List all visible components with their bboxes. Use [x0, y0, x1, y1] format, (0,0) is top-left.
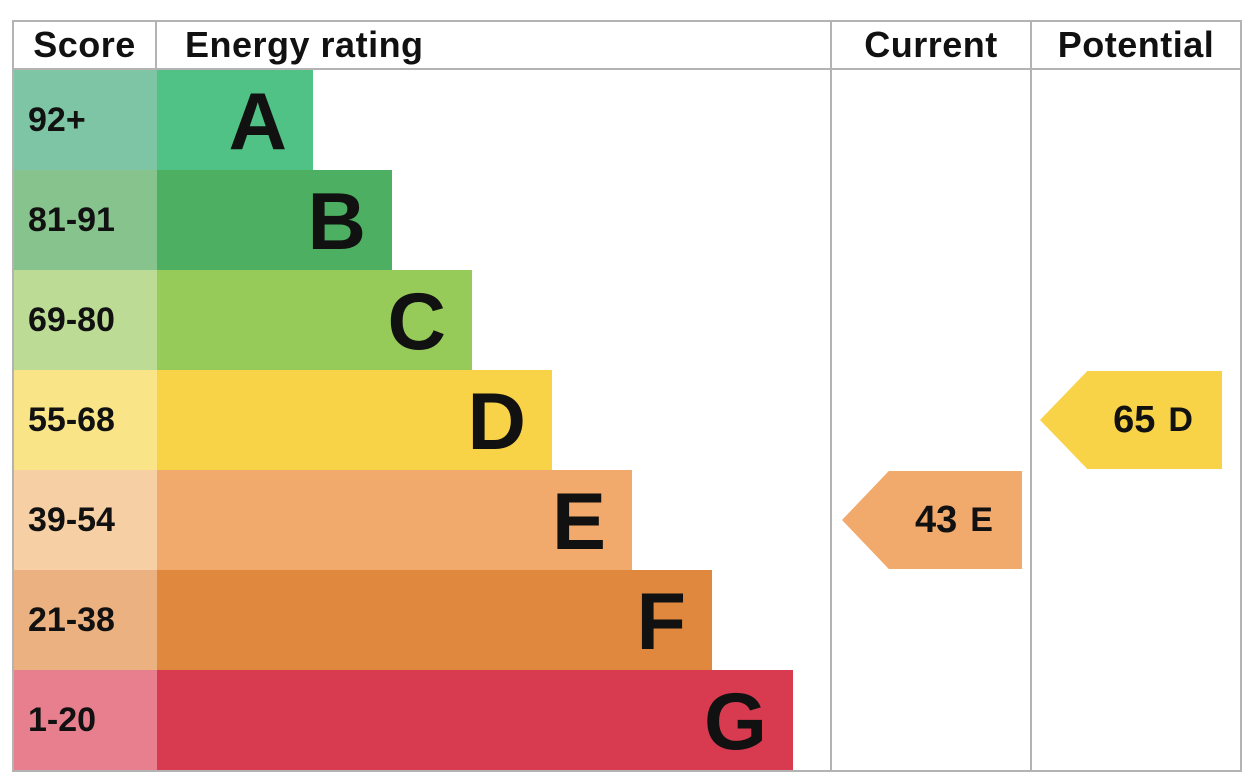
score-range-cell-e: 39-54 — [14, 470, 157, 570]
energy-band-letter-b: B — [307, 176, 367, 267]
energy-band-letter-c: C — [387, 276, 447, 367]
potential-column-cell — [1032, 270, 1240, 370]
energy-band-bar-d: D — [157, 370, 552, 470]
current-column-cell — [832, 570, 1032, 670]
potential-column-cell — [1032, 570, 1240, 670]
current-column-cell — [832, 70, 1032, 170]
energy-band-cell: F — [157, 570, 832, 670]
current-rating-letter: E — [970, 501, 993, 539]
current-column-cell — [832, 370, 1032, 470]
current-column-cell: 43 E — [832, 470, 1032, 570]
potential-rating-arrow: 65 D — [1040, 371, 1222, 469]
current-score-value: 43 — [915, 499, 958, 541]
epc-table: Score Energy rating Current Potential 92… — [12, 20, 1242, 772]
score-range-cell-b: 81-91 — [14, 170, 157, 270]
energy-band-bar-f: F — [157, 570, 712, 670]
column-header-current: Current — [832, 22, 1032, 70]
column-header-score: Score — [14, 22, 157, 70]
score-range-cell-g: 1-20 — [14, 670, 157, 770]
potential-column-cell — [1032, 670, 1240, 770]
score-range-cell-f: 21-38 — [14, 570, 157, 670]
energy-band-letter-e: E — [551, 476, 606, 567]
current-rating-arrow: 43 E — [842, 471, 1022, 569]
energy-band-letter-d: D — [467, 376, 527, 467]
energy-band-letter-g: G — [703, 676, 767, 767]
energy-band-bar-e: E — [157, 470, 632, 570]
potential-column-cell — [1032, 170, 1240, 270]
current-column-cell — [832, 270, 1032, 370]
potential-column-cell — [1032, 70, 1240, 170]
score-range-cell-a: 92+ — [14, 70, 157, 170]
column-header-energy-rating: Energy rating — [157, 22, 832, 70]
energy-band-letter-a: A — [228, 76, 288, 167]
energy-band-bar-g: G — [157, 670, 793, 770]
potential-rating-letter: D — [1168, 401, 1193, 439]
energy-band-cell: G — [157, 670, 832, 770]
energy-band-cell: D — [157, 370, 832, 470]
energy-band-letter-f: F — [636, 576, 686, 667]
energy-band-cell: A — [157, 70, 832, 170]
score-range-cell-c: 69-80 — [14, 270, 157, 370]
potential-score-value: 65 — [1113, 399, 1156, 441]
potential-column-cell: 65 D — [1032, 370, 1240, 470]
current-column-cell — [832, 170, 1032, 270]
energy-band-bar-c: C — [157, 270, 472, 370]
energy-band-cell: B — [157, 170, 832, 270]
energy-band-cell: C — [157, 270, 832, 370]
current-column-cell — [832, 670, 1032, 770]
column-header-potential: Potential — [1032, 22, 1240, 70]
energy-band-cell: E — [157, 470, 832, 570]
potential-column-cell — [1032, 470, 1240, 570]
energy-band-bar-a: A — [157, 70, 313, 170]
score-range-cell-d: 55-68 — [14, 370, 157, 470]
energy-band-bar-b: B — [157, 170, 392, 270]
